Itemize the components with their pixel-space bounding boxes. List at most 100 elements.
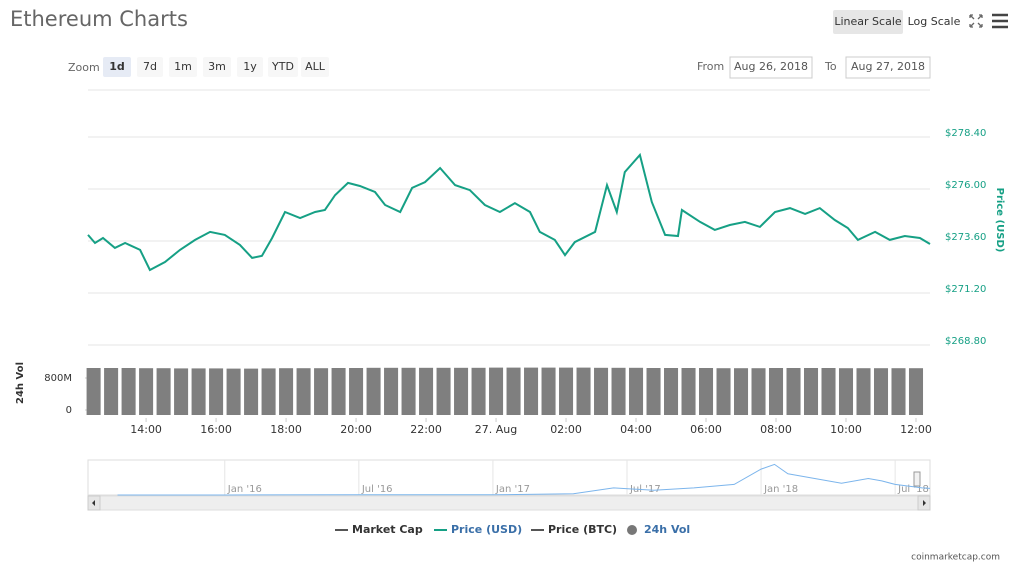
navigator-tick-label: Jul '18 (897, 484, 929, 495)
volume-bar (576, 367, 591, 415)
x-tick-label: 06:00 (690, 423, 722, 436)
volume-bar (786, 368, 801, 415)
to-input-bg[interactable] (845, 56, 931, 79)
navigator-bg (87, 459, 931, 496)
volume-bar (436, 367, 451, 415)
volume-bar (873, 368, 889, 415)
scale-button[interactable]: Log Scale (908, 15, 961, 28)
volume-bar (541, 367, 556, 415)
volume-bar (279, 368, 294, 415)
navigator-tick-label: Jan '18 (763, 484, 798, 495)
x-tick-label: 22:00 (410, 423, 442, 436)
legend-label[interactable]: 24h Vol (644, 523, 690, 536)
zoom-button[interactable]: 7d (143, 60, 157, 73)
x-tick-label: 02:00 (550, 423, 582, 436)
x-tick-label: 27. Aug (475, 423, 517, 436)
navigator-tick-label: Jan '17 (495, 484, 530, 495)
x-tick-label: 18:00 (270, 423, 302, 436)
zoom-button-bg[interactable] (203, 57, 231, 77)
x-tick-label: 20:00 (340, 423, 372, 436)
volume-bar (506, 367, 521, 415)
volume-bar (489, 367, 504, 415)
scale-button-bg[interactable] (833, 10, 903, 34)
volume-bar (524, 367, 539, 415)
volume-bar (594, 367, 609, 415)
volume-bar (821, 368, 836, 415)
zoom-button-bg[interactable] (301, 57, 329, 77)
from-input[interactable]: Aug 26, 2018 (734, 60, 808, 73)
zoom-button[interactable]: 3m (208, 60, 226, 73)
x-tick-label: 12:00 (900, 423, 932, 436)
scale-button[interactable]: Linear Scale (834, 15, 902, 28)
volume-bar (838, 368, 854, 415)
volume-bar (156, 368, 171, 415)
navigator-handle[interactable] (913, 471, 921, 487)
zoom-button[interactable]: 1y (243, 60, 257, 73)
zoom-label: Zoom (68, 61, 100, 74)
volume-bar (104, 368, 119, 415)
volume-bar (366, 367, 381, 415)
y-tick-label: $268.80 (945, 336, 986, 347)
volume-bar (646, 368, 661, 415)
volume-bar (296, 368, 311, 415)
y-tick-label: 0 (66, 405, 72, 416)
volume-bar (401, 367, 416, 415)
scrollbar[interactable] (87, 495, 931, 511)
y-tick-label: $278.40 (945, 128, 986, 139)
volume-bar (803, 368, 819, 415)
volume-bar (174, 368, 189, 415)
legend-label[interactable]: Price (USD) (451, 523, 522, 536)
legend-label[interactable]: Market Cap (352, 523, 423, 536)
zoom-button[interactable]: 1m (174, 60, 192, 73)
credit: coinmarketcap.com (911, 553, 1000, 563)
volume-bar (751, 368, 766, 415)
zoom-button-bg[interactable] (268, 57, 298, 77)
zoom-button-bg[interactable] (137, 57, 163, 77)
volume-bar (891, 368, 906, 415)
volume-bar (314, 368, 329, 415)
volume-bar (331, 368, 346, 415)
volume-bar (559, 367, 574, 415)
menu-icon[interactable] (992, 13, 1008, 29)
zoom-button-bg[interactable] (169, 57, 197, 77)
zoom-button[interactable]: YTD (271, 60, 294, 73)
x-tick-label: 08:00 (760, 423, 792, 436)
from-label: From (697, 60, 724, 73)
volume-bar (454, 367, 469, 415)
x-tick-label: 14:00 (130, 423, 162, 436)
volume-bar (471, 367, 486, 415)
volume-bar (139, 368, 154, 415)
zoom-button-bg[interactable] (103, 57, 131, 77)
zoom-button-bg[interactable] (237, 57, 263, 77)
to-input[interactable]: Aug 27, 2018 (851, 60, 925, 73)
x-tick-label: 10:00 (830, 423, 862, 436)
legend-label[interactable]: Price (BTC) (548, 523, 617, 536)
from-input-bg[interactable] (729, 56, 813, 79)
volume-bar (209, 368, 224, 415)
volume-bar (191, 368, 206, 415)
page-title: Ethereum Charts (10, 7, 188, 31)
volume-bar (716, 368, 731, 415)
volume-bar (769, 368, 784, 415)
volume-bar (664, 368, 679, 415)
navigator-line (117, 463, 931, 496)
y-tick-label: 800M (44, 373, 72, 384)
y-tick-label: $276.00 (945, 180, 986, 191)
to-label: To (824, 60, 837, 73)
x-tick-label: 16:00 (200, 423, 232, 436)
volume-bar (699, 368, 714, 415)
navigator-tick-label: Jul '16 (361, 484, 393, 495)
volume-bar (349, 368, 364, 415)
volume-bar (244, 368, 259, 415)
fullscreen-icon[interactable] (969, 14, 983, 28)
zoom-button[interactable]: ALL (305, 60, 326, 73)
volume-bar (261, 368, 276, 415)
zoom-button[interactable]: 1d (109, 60, 125, 73)
price-line (87, 152, 931, 272)
y-axis-title: Price (USD) (994, 188, 1005, 253)
volume-bar (86, 368, 101, 415)
volume-bar (629, 367, 644, 415)
legend-symbol[interactable] (627, 525, 637, 535)
volume-bar (384, 367, 399, 415)
